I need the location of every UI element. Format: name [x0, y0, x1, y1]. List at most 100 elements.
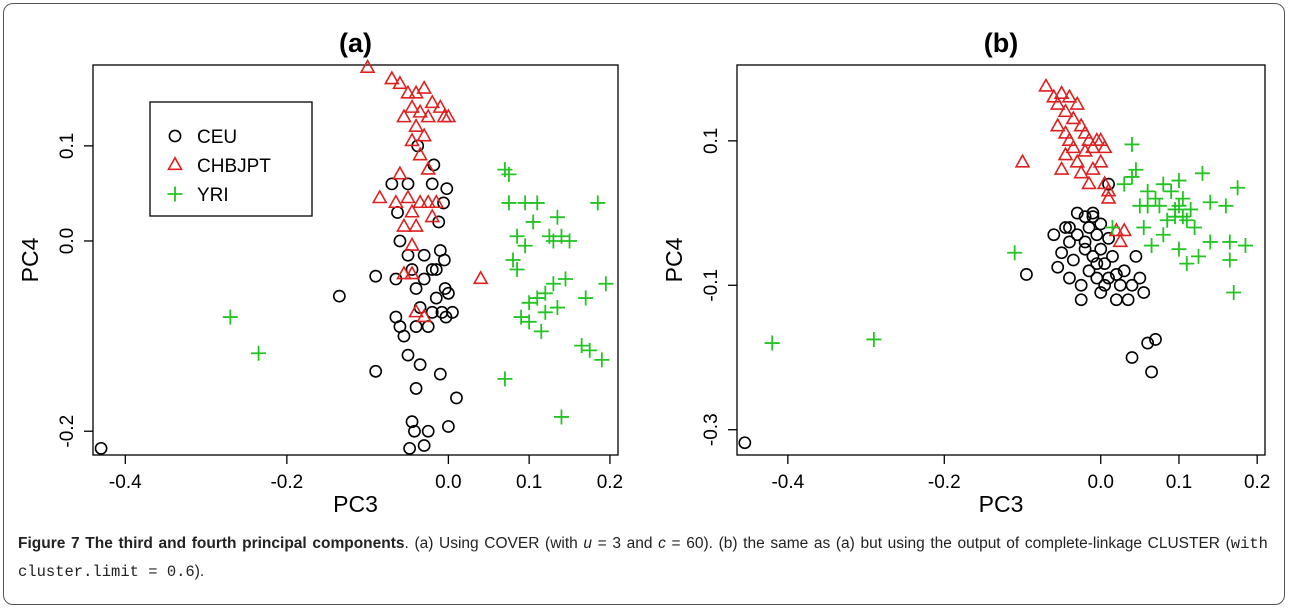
data-point: [369, 269, 383, 283]
data-point: [433, 367, 447, 381]
data-point: [427, 158, 441, 172]
caption-text-4: ).: [194, 563, 205, 580]
data-point: [1159, 212, 1175, 228]
data-point: [385, 177, 399, 191]
data-point: [1094, 286, 1108, 299]
legend-marker: [167, 156, 183, 171]
series-ceu: [738, 177, 1162, 450]
data-point: [1055, 246, 1069, 260]
data-point: [1065, 110, 1082, 125]
data-point: [1100, 189, 1117, 204]
data-point: [525, 214, 541, 230]
data-point: [1090, 257, 1104, 271]
data-point: [1102, 231, 1115, 245]
data-point: [1155, 227, 1171, 243]
data-point: [401, 348, 415, 362]
data-point: [1069, 153, 1086, 168]
x-axis-label: PC3: [979, 491, 1024, 517]
data-point: [1104, 220, 1120, 235]
data-point: [1147, 191, 1163, 207]
y-tick-label: -0.2: [57, 415, 78, 448]
data-point: [396, 217, 412, 232]
data-point: [421, 424, 435, 438]
data-point: [1074, 293, 1088, 307]
data-point: [1086, 206, 1100, 220]
data-point: [738, 436, 752, 450]
data-point: [424, 208, 441, 223]
data-point: [391, 206, 404, 219]
data-point: [1096, 175, 1113, 190]
data-point: [417, 248, 431, 262]
data-point: [359, 59, 376, 73]
data-point: [417, 272, 431, 286]
y-tick-label: 0.1: [57, 133, 78, 159]
data-point: [537, 304, 553, 320]
data-point: [1069, 95, 1086, 110]
data-point: [405, 263, 419, 276]
data-point: [1218, 198, 1234, 214]
y-tick-label: 0.1: [701, 128, 722, 154]
data-point: [1116, 176, 1132, 192]
data-point: [371, 189, 388, 204]
data-point: [1090, 228, 1104, 242]
data-point: [553, 228, 569, 244]
data-point: [590, 195, 606, 211]
data-point: [1092, 153, 1109, 168]
data-point: [416, 79, 433, 94]
x-tick-label: 0.2: [597, 472, 623, 493]
data-point: [1140, 183, 1156, 199]
data-point: [1109, 293, 1123, 307]
data-point: [1202, 234, 1218, 250]
data-point: [1222, 234, 1238, 250]
data-point: [425, 305, 439, 319]
chart-panel-a: (a)-0.4 -0.2 0.0 0.1 0.2-0.20.00.1PC3PC4CEUC…: [17, 28, 623, 517]
data-point: [1066, 253, 1080, 267]
data-point: [1171, 198, 1187, 214]
caption-code: with cluster.limit = 0.6: [18, 535, 1268, 581]
series-yri: [222, 162, 614, 425]
data-point: [1144, 238, 1160, 254]
data-point: [1094, 217, 1108, 231]
data-point: [440, 108, 457, 123]
data-point: [404, 203, 420, 218]
data-point: [505, 252, 521, 268]
data-point: [251, 345, 267, 361]
data-point: [392, 165, 408, 180]
x-tick-label: 0.0: [435, 472, 461, 493]
legend-marker: [168, 129, 182, 143]
data-point: [501, 195, 517, 211]
y-axis-label: PC4: [17, 237, 43, 282]
data-point: [1202, 194, 1218, 210]
data-point: [408, 217, 424, 232]
data-point: [1237, 238, 1253, 254]
series-yri: [764, 136, 1253, 351]
data-point: [403, 441, 417, 455]
data-point: [472, 270, 489, 285]
data-point: [594, 352, 610, 368]
data-point: [1098, 278, 1112, 292]
data-point: [1149, 333, 1162, 346]
data-point: [409, 382, 423, 395]
data-point: [429, 291, 443, 305]
data-point: [521, 295, 537, 311]
data-point: [1074, 278, 1088, 292]
data-point: [1125, 351, 1139, 364]
plot-area: [736, 64, 1266, 456]
plot-area: [92, 64, 619, 456]
data-point: [401, 248, 415, 262]
caption-label: Figure 7 The third and fourth principal …: [18, 535, 405, 552]
data-point: [521, 314, 537, 330]
data-point: [1082, 221, 1096, 234]
data-point: [437, 196, 450, 210]
data-point: [497, 371, 513, 387]
data-point: [1133, 271, 1147, 285]
data-point: [1077, 142, 1093, 157]
data-point: [549, 300, 565, 316]
data-point: [1063, 221, 1076, 234]
data-point: [533, 323, 549, 339]
x-tick-label: 0.2: [1244, 472, 1270, 493]
data-point: [409, 282, 423, 295]
data-point: [1183, 201, 1199, 217]
data-point: [1085, 139, 1101, 154]
data-point: [1081, 132, 1097, 146]
